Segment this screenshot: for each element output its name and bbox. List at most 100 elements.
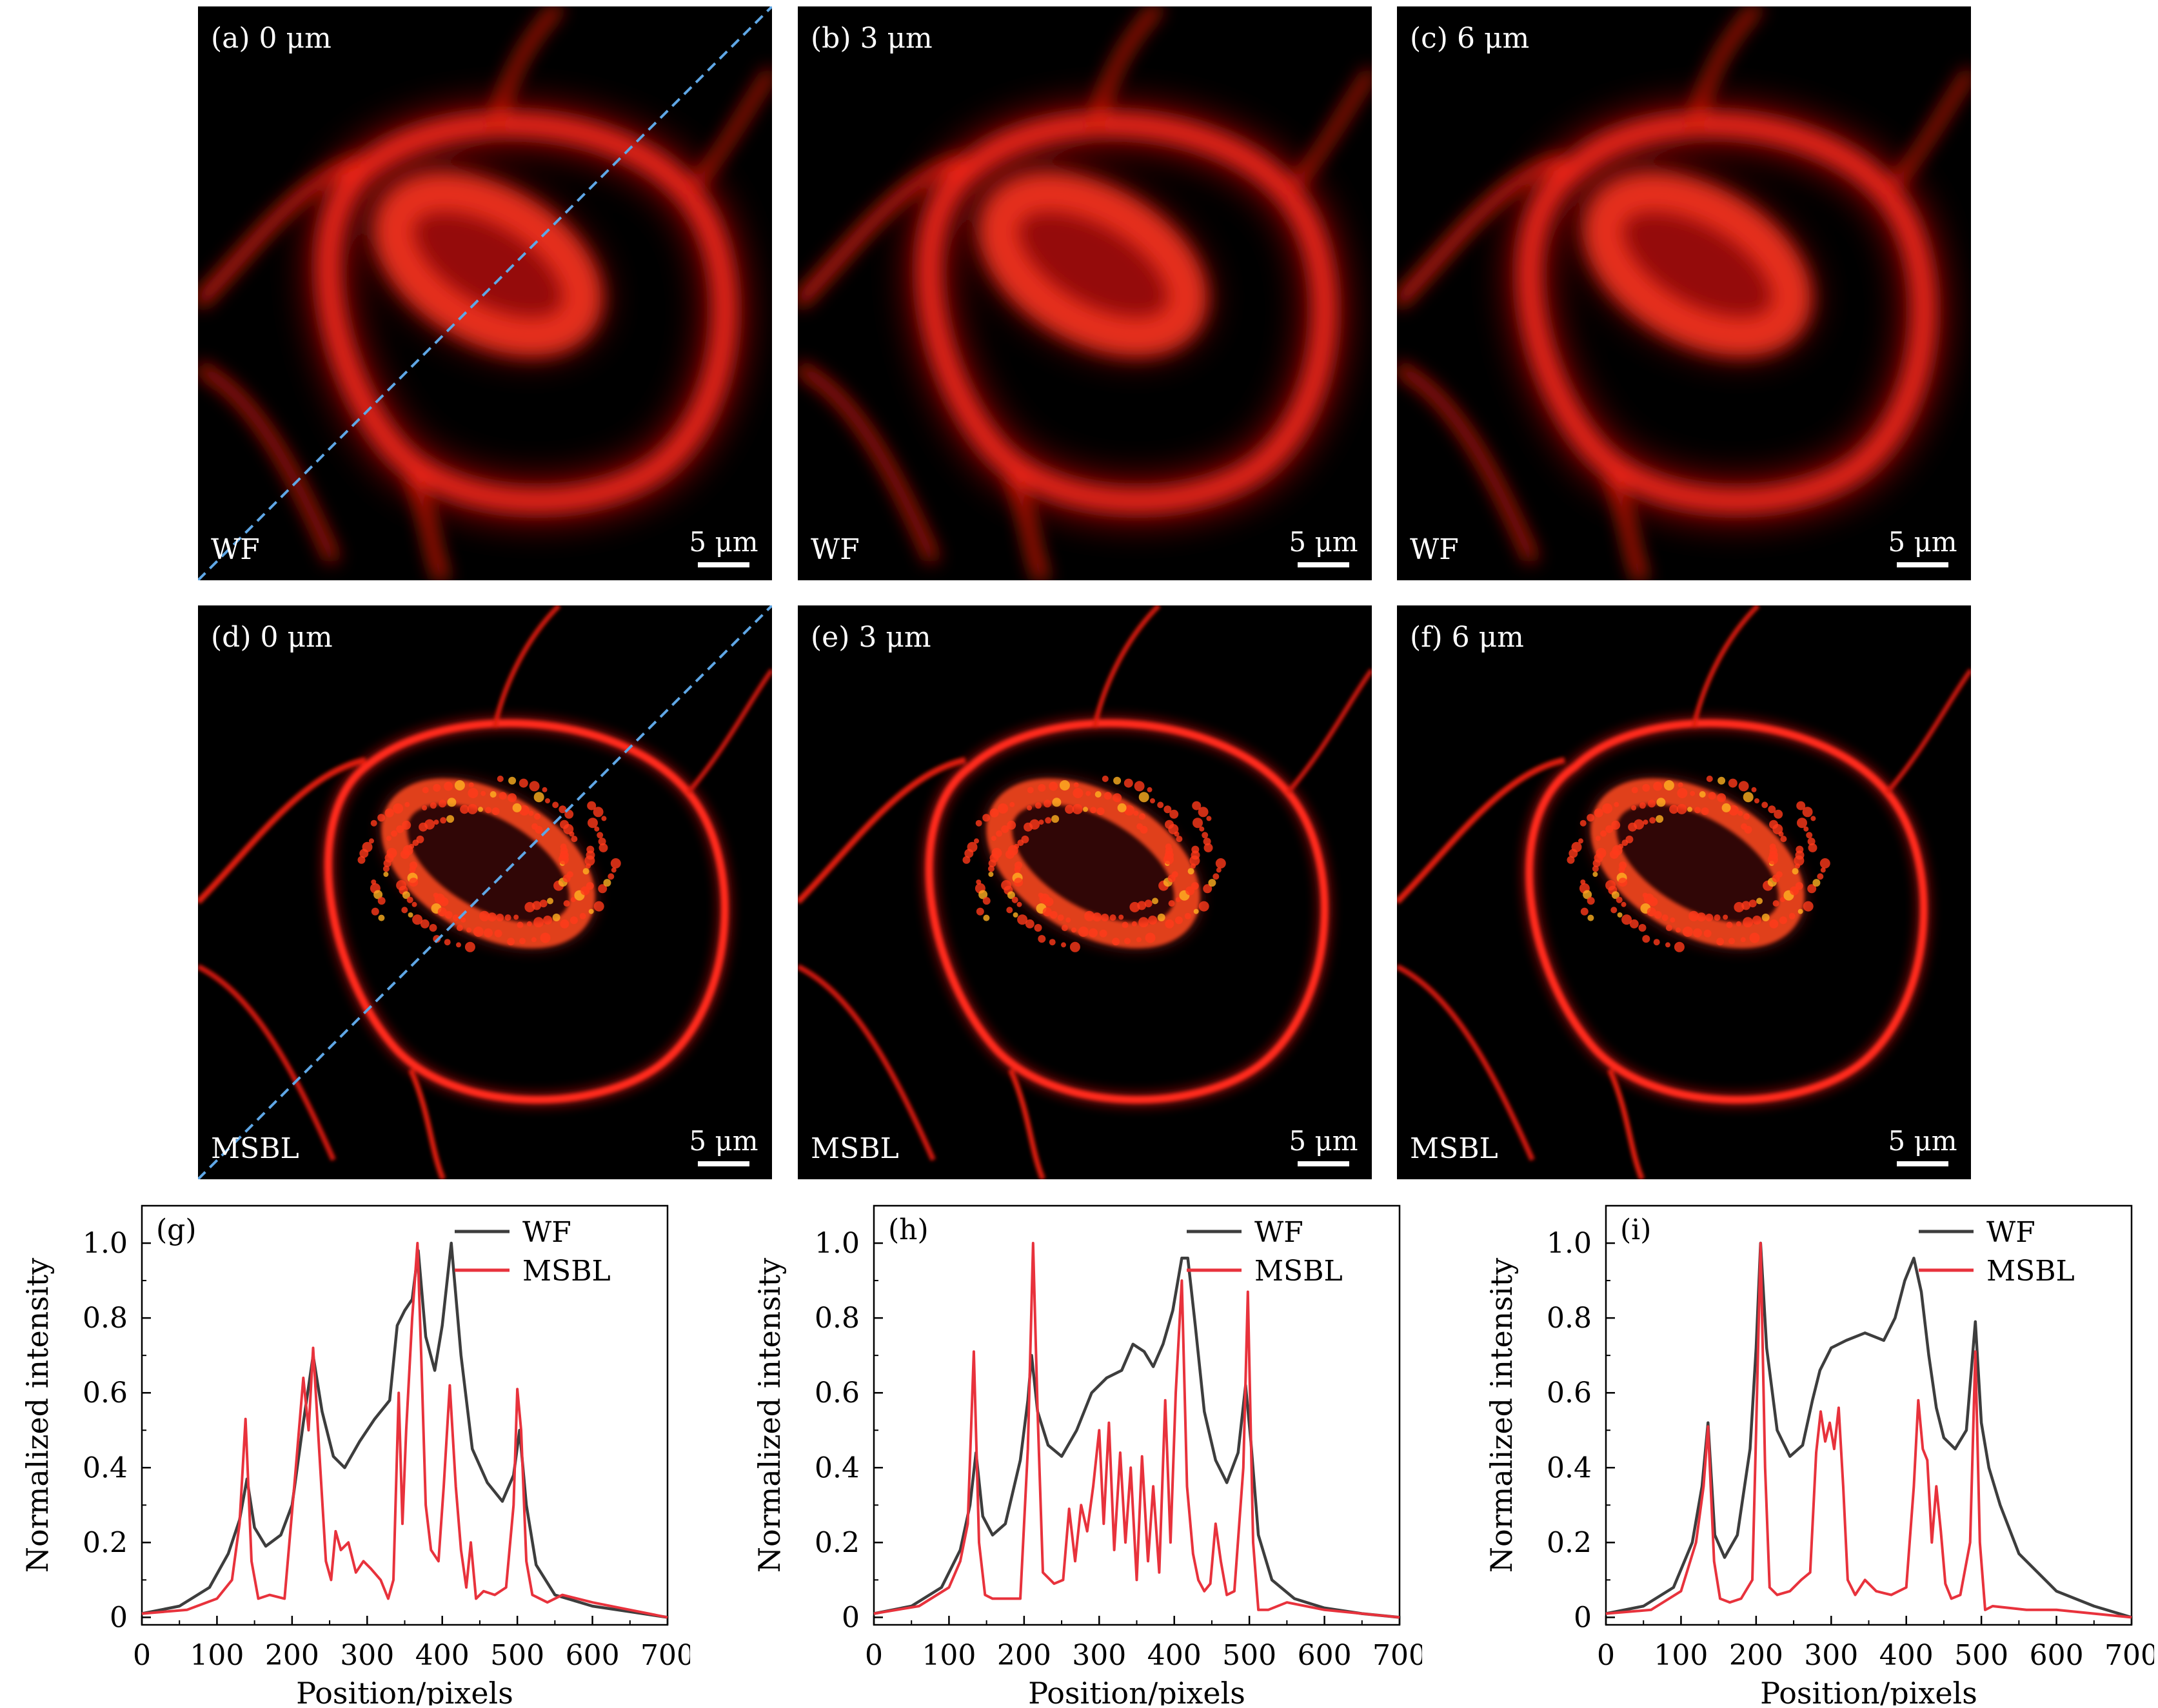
method-label: WF <box>1410 533 1459 566</box>
cell-image-d <box>198 605 772 1179</box>
y-axis-label: Normalized intensity <box>20 1258 55 1573</box>
x-tick-label: 600 <box>566 1639 620 1672</box>
cell-image-b <box>798 6 1372 580</box>
scale-bar-label: 5 μm <box>1888 1125 1957 1157</box>
profile-chart-i: 0 100 200 300 400 500 600 700 0 0.2 0.4 0.6 0.8 1.0 Po… <box>1483 1196 2158 1708</box>
y-axis-label: Normalized intensity <box>1484 1258 1519 1573</box>
chart-panel-label: (h) <box>888 1213 929 1246</box>
scale-bar: 5 μm <box>1288 1128 1359 1166</box>
image-panel-e: (e) 3 μm MSBL 5 μm <box>798 605 1372 1179</box>
profile-chart-g: 0 100 200 300 400 500 600 700 0 0.2 0.4 0.6 0.8 1.0 Po… <box>19 1196 695 1708</box>
x-tick-label: 700 <box>2104 1639 2154 1672</box>
y-tick-label: 0.2 <box>83 1526 128 1559</box>
x-tick-label: 500 <box>1954 1639 2008 1672</box>
legend-label: MSBL <box>1254 1255 1343 1288</box>
profile-chart-h: 0 100 200 300 400 500 600 700 0 0.2 0.4 0.6 0.8 1.0 Po… <box>751 1196 1427 1708</box>
panel-label: (d) 0 μm <box>211 621 333 654</box>
x-tick-label: 400 <box>1147 1639 1202 1672</box>
panel-label: (f) 6 μm <box>1410 621 1524 654</box>
y-tick-label: 0.4 <box>815 1451 860 1484</box>
legend-label: MSBL <box>1986 1255 2075 1288</box>
x-tick-label: 500 <box>490 1639 544 1672</box>
x-tick-label: 200 <box>997 1639 1051 1672</box>
image-panel-b: (b) 3 μm WF 5 μm <box>798 6 1372 580</box>
y-tick-label: 1.0 <box>83 1227 128 1260</box>
y-tick-label: 0.6 <box>1547 1377 1592 1409</box>
x-tick-label: 100 <box>922 1639 976 1672</box>
y-tick-label: 0.8 <box>83 1302 128 1335</box>
y-tick-label: 0.8 <box>1547 1302 1592 1335</box>
series-line-msbl <box>1605 1242 2132 1619</box>
x-tick-label: 200 <box>265 1639 319 1672</box>
y-tick-label: 0.4 <box>83 1451 128 1484</box>
legend-label: WF <box>522 1216 571 1249</box>
x-tick-label: 400 <box>1879 1639 1934 1672</box>
y-tick-label: 0.2 <box>815 1526 860 1559</box>
y-tick-label: 0 <box>1574 1601 1592 1634</box>
x-tick-label: 700 <box>640 1639 690 1672</box>
scale-bar-line <box>1897 562 1948 567</box>
x-tick-label: 700 <box>1372 1639 1422 1672</box>
scale-bar-line <box>1897 1161 1948 1166</box>
x-tick-label: 300 <box>1072 1639 1126 1672</box>
scale-bar: 5 μm <box>1288 529 1359 567</box>
image-panel-f: (f) 6 μm MSBL 5 μm <box>1397 605 1971 1179</box>
image-panel-a: (a) 0 μm WF 5 μm <box>198 6 772 580</box>
y-axis-label: Normalized intensity <box>752 1258 787 1573</box>
x-axis-label: Position/pixels <box>296 1676 513 1705</box>
scale-bar-line <box>1298 1161 1349 1166</box>
x-tick-label: 300 <box>1804 1639 1858 1672</box>
profile-line <box>198 605 772 1179</box>
y-tick-label: 0.2 <box>1547 1526 1592 1559</box>
series-line-msbl <box>141 1242 668 1619</box>
method-label: MSBL <box>811 1132 899 1165</box>
chart-panel-label: (g) <box>156 1213 197 1246</box>
scale-bar-label: 5 μm <box>1888 526 1957 558</box>
y-tick-label: 1.0 <box>815 1227 860 1260</box>
panel-label: (c) 6 μm <box>1410 22 1530 55</box>
method-label: WF <box>811 533 860 566</box>
scale-bar-line <box>698 562 749 567</box>
x-tick-label: 100 <box>190 1639 244 1672</box>
cell-image-a <box>198 6 772 580</box>
x-tick-label: 400 <box>415 1639 470 1672</box>
panel-label: (e) 3 μm <box>811 621 931 654</box>
scale-bar: 5 μm <box>688 1128 759 1166</box>
series-line-wf <box>1605 1241 2132 1619</box>
x-tick-label: 600 <box>2030 1639 2084 1672</box>
y-tick-label: 0.6 <box>83 1377 128 1409</box>
cell-image-f <box>1397 605 1971 1179</box>
legend-label: MSBL <box>522 1255 611 1288</box>
scale-bar-label: 5 μm <box>1289 526 1358 558</box>
series-line-msbl <box>873 1242 1400 1619</box>
x-tick-label: 600 <box>1298 1639 1352 1672</box>
x-tick-label: 200 <box>1729 1639 1783 1672</box>
image-panel-c: (c) 6 μm WF 5 μm <box>1397 6 1971 580</box>
y-tick-label: 1.0 <box>1547 1227 1592 1260</box>
method-label: MSBL <box>211 1132 299 1165</box>
panel-label: (a) 0 μm <box>211 22 332 55</box>
legend-label: WF <box>1986 1216 2035 1249</box>
method-label: MSBL <box>1410 1132 1498 1165</box>
scale-bar: 5 μm <box>688 529 759 567</box>
x-axis-label: Position/pixels <box>1028 1676 1245 1705</box>
x-tick-label: 0 <box>865 1639 883 1672</box>
y-tick-label: 0.8 <box>815 1302 860 1335</box>
panel-label: (b) 3 μm <box>811 22 933 55</box>
profile-line <box>198 6 772 580</box>
x-tick-label: 300 <box>340 1639 394 1672</box>
chart-panel-label: (i) <box>1620 1213 1651 1246</box>
image-panel-d: (d) 0 μm MSBL 5 μm <box>198 605 772 1179</box>
y-tick-label: 0.4 <box>1547 1451 1592 1484</box>
x-axis-label: Position/pixels <box>1760 1676 1977 1705</box>
x-tick-label: 500 <box>1222 1639 1276 1672</box>
scale-bar-label: 5 μm <box>689 526 758 558</box>
y-tick-label: 0 <box>842 1601 860 1634</box>
series-line-wf <box>141 1241 668 1619</box>
y-tick-label: 0.6 <box>815 1377 860 1409</box>
cell-image-c <box>1397 6 1971 580</box>
scale-bar-line <box>698 1161 749 1166</box>
scale-bar-label: 5 μm <box>1289 1125 1358 1157</box>
scale-bar: 5 μm <box>1887 1128 1958 1166</box>
y-tick-label: 0 <box>110 1601 128 1634</box>
